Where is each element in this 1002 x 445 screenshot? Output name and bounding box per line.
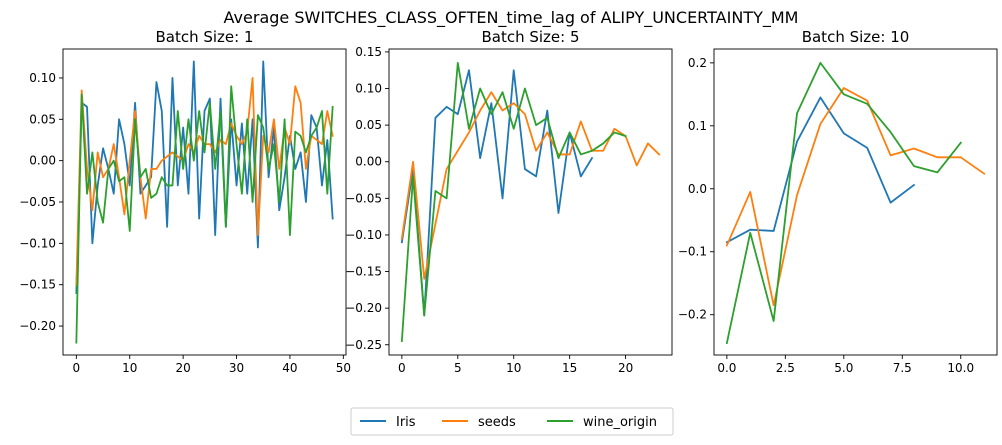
subplots: Batch Size: 10 10 20 30 40 50−0.20−0.15−0.10−… (19, 28, 998, 375)
y-tick-label: −0.15 (19, 278, 56, 292)
series-line-iris (400, 69, 594, 317)
series-line-wine-origin (400, 62, 627, 343)
legend: Iris seeds wine_origin (350, 407, 674, 436)
subplot-1: Batch Size: 1 0 10 20 30 40 50 −0.20 −0.15 −0.10 −… (19, 28, 351, 375)
x-tick-label: 0 (73, 361, 81, 375)
y-tick-label: −0.05 (345, 191, 382, 205)
y-tick-label: −0.10 (345, 228, 382, 242)
y-tick-label: 0.05 (29, 112, 56, 126)
y-tick-label: −0.20 (19, 319, 56, 333)
y-tick-label: 0.2 (688, 56, 707, 70)
x-tick-label: 0.0 (717, 361, 736, 375)
y-tick-label: −0.20 (345, 301, 382, 315)
y-tick-label: −0.15 (345, 265, 382, 279)
subplot-title: Batch Size: 5 (481, 28, 579, 46)
x-tick-label: 5.0 (834, 361, 853, 375)
y-tick-label: 0.00 (29, 154, 56, 168)
legend-label-iris: Iris (396, 415, 416, 430)
legend-frame (350, 407, 674, 436)
axes-frame (713, 48, 998, 356)
series-line-seeds (725, 87, 986, 307)
y-tick-label: 0.1 (688, 119, 707, 133)
series-line-wine-origin (725, 61, 963, 345)
axes-frame (388, 48, 673, 356)
x-tick-label: 10.0 (947, 361, 974, 375)
x-tick-label: 7.5 (893, 361, 912, 375)
legend-label-wine-origin: wine_origin (583, 415, 657, 430)
subplot-title: Batch Size: 1 (155, 28, 253, 46)
y-tick-label: 0.05 (355, 118, 382, 132)
x-tick-label: 50 (336, 361, 351, 375)
x-tick-label: 5 (454, 361, 462, 375)
subplot-2: Batch Size: 5 0 5 10 15 20 −0.25 −0.20 −0.15 −0.1… (345, 28, 673, 375)
x-tick-label: 2.5 (776, 361, 795, 375)
x-tick-label: 0 (398, 361, 406, 375)
x-tick-label: 40 (282, 361, 297, 375)
y-tick-label: 0.15 (355, 45, 382, 59)
y-tick-label: −0.25 (345, 338, 382, 352)
legend-label-seeds: seeds (478, 415, 516, 430)
series-line-seeds (400, 91, 661, 280)
y-tick-label: −0.05 (19, 195, 56, 209)
series-line-wine-origin (75, 85, 334, 344)
x-tick-label: 30 (229, 361, 244, 375)
subplot-title: Batch Size: 10 (802, 28, 910, 46)
x-tick-label: 10 (122, 361, 137, 375)
figure-suptitle: Average SWITCHES_CLASS_OFTEN_time_lag of… (224, 8, 799, 28)
y-tick-label: 0.0 (688, 182, 707, 196)
x-tick-label: 15 (562, 361, 577, 375)
y-tick-label: 0.10 (29, 71, 56, 85)
x-tick-label: 10 (506, 361, 521, 375)
y-tick-label: 0.10 (355, 82, 382, 96)
subplot-3: Batch Size: 10 0.0 2.5 5.0 7.5 10.0 −0.2 −0.1 0.… (678, 28, 998, 375)
x-tick-label: 20 (618, 361, 633, 375)
series-line-iris (725, 96, 916, 244)
y-tick-label: −0.10 (19, 236, 56, 250)
y-tick-label: −0.2 (678, 308, 707, 322)
x-tick-label: 20 (176, 361, 191, 375)
y-tick-label: −0.1 (678, 245, 707, 259)
y-tick-label: 0.00 (355, 155, 382, 169)
